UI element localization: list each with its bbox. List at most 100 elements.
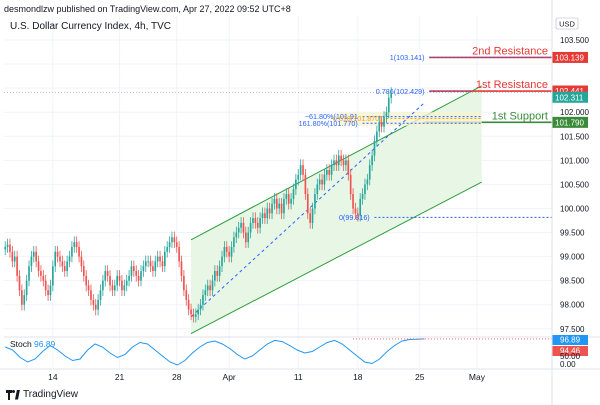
candle-body (23, 295, 26, 305)
candle (323, 169, 326, 191)
candle-body (359, 198, 362, 216)
candle (142, 260, 145, 277)
candle (23, 289, 26, 311)
stoch-k-line (5, 338, 425, 366)
candle (278, 197, 281, 215)
candle (211, 274, 214, 297)
candle (245, 226, 247, 248)
fib-level-label: −61.80%(101.91 (305, 112, 358, 121)
candle (221, 250, 223, 272)
candle-body (4, 246, 7, 250)
candle (121, 274, 123, 297)
candle (25, 274, 28, 301)
candle-body (80, 256, 83, 267)
candle (54, 246, 57, 272)
candle-body (268, 208, 271, 214)
candle (59, 250, 61, 268)
candle-body (333, 160, 335, 166)
candle-body (44, 280, 47, 291)
tradingview-brand[interactable]: TradingView (6, 389, 78, 400)
candle-body (18, 275, 21, 291)
candle-body (385, 112, 388, 118)
candle-body (311, 208, 314, 223)
candle-body (121, 280, 123, 291)
candle-body (25, 280, 28, 296)
time-tick-label: 14 (48, 372, 58, 382)
candle-body (192, 314, 195, 317)
candle-body (242, 222, 245, 233)
candle (144, 255, 147, 272)
candle-body (144, 261, 147, 267)
candle-body (125, 280, 128, 286)
candle-body (280, 203, 283, 214)
candle (123, 279, 126, 297)
candle-body (221, 256, 223, 267)
candle-body (56, 251, 59, 257)
candle (154, 255, 157, 277)
candle (183, 270, 185, 297)
candle (387, 92, 390, 119)
candle-body (73, 242, 76, 247)
candle-body (285, 194, 288, 199)
candle (290, 193, 292, 210)
candle-body (316, 184, 319, 195)
candle (118, 270, 121, 287)
candle-body (266, 208, 269, 219)
candle-body (245, 232, 247, 243)
time-tick-label: 11 (294, 372, 303, 382)
candle (378, 116, 381, 138)
candle (373, 135, 376, 162)
candle-body (116, 275, 119, 286)
candle (268, 202, 271, 220)
candle (214, 265, 216, 287)
candle-body (92, 299, 95, 305)
candle (316, 178, 319, 200)
candle-body (225, 246, 228, 252)
candle (254, 212, 257, 229)
candle (197, 303, 200, 321)
candle-body (75, 242, 78, 247)
candle (292, 183, 295, 205)
price-tick-label: 99.000 (560, 253, 585, 262)
candle (225, 241, 228, 258)
price-tick-label: 102.000 (560, 108, 589, 117)
candle-body (90, 290, 92, 300)
candle (383, 111, 385, 133)
candle (223, 241, 226, 263)
candle-body (42, 275, 45, 281)
candle-body (299, 165, 302, 175)
fib-level-label: 0.618(101.870) (333, 114, 382, 123)
candle (230, 241, 233, 263)
time-tick-label: 28 (172, 372, 182, 382)
candle-body (364, 184, 366, 195)
candle-body (209, 285, 211, 291)
brand-name: TradingView (23, 389, 79, 400)
candle (190, 303, 192, 321)
candle (202, 289, 204, 311)
candle-body (106, 271, 109, 276)
candle (266, 202, 269, 224)
candle-body (290, 198, 292, 204)
candle-body (264, 213, 266, 219)
currency-label: USD (559, 20, 575, 29)
price-axis[interactable]: 102.441 103.139 101.790 102.311 USD 103.500 10… (552, 0, 600, 405)
candle-body (330, 165, 333, 175)
candle (359, 193, 362, 222)
candle-body (35, 251, 37, 262)
channel-lower-line (190, 181, 482, 335)
support-label: 1st Support (492, 110, 548, 122)
candle (342, 154, 345, 171)
candle (233, 231, 235, 253)
candle-body (211, 280, 214, 291)
candle-body (133, 266, 135, 272)
candle (163, 246, 166, 272)
candle (78, 241, 80, 263)
candle-body (166, 246, 169, 252)
candle (209, 279, 211, 297)
resistance-label: 1st Resistance (476, 79, 548, 91)
candle-body (228, 251, 230, 257)
candle-body (49, 285, 52, 296)
price-axis-tag (552, 85, 588, 97)
